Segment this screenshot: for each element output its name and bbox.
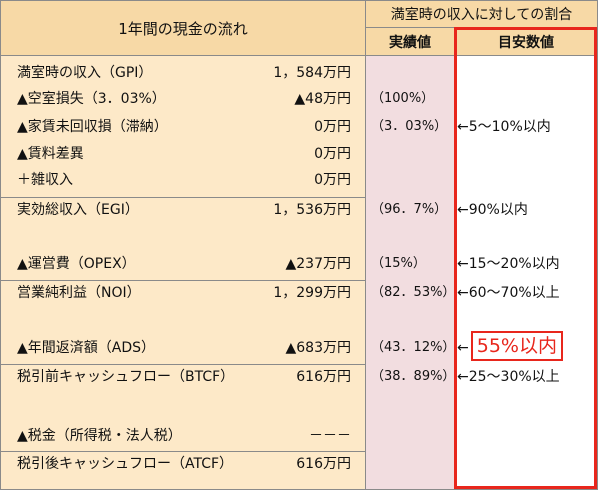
highlight-target: 55%以内 bbox=[470, 331, 563, 361]
divider bbox=[0, 197, 366, 198]
flow-header: 1年間の現金の流れ bbox=[1, 1, 365, 55]
row-label: 税引後キャッシュフロー（ATCF） bbox=[17, 456, 234, 472]
row-target: ←15～20%以内 bbox=[457, 256, 560, 272]
row-label: 税引前キャッシュフロー（BTCF） bbox=[17, 369, 235, 385]
row-label: 満室時の収入（GPI） bbox=[17, 65, 153, 81]
row-amount: ▲237万円 bbox=[285, 256, 352, 272]
row-amount: 0万円 bbox=[314, 119, 351, 135]
row-label: 営業純利益（NOI） bbox=[17, 285, 141, 301]
table-row: ▲運営費（OPEX） ▲237万円 （15%） ←15～20%以内 bbox=[1, 251, 597, 277]
row-amount: ▲48万円 bbox=[294, 91, 351, 107]
actual-header: 実績値 bbox=[366, 28, 454, 55]
row-actual: （15%） bbox=[371, 256, 426, 271]
row-label: 実効総収入（EGI） bbox=[17, 202, 139, 218]
table-row: 税引後キャッシュフロー（ATCF） 616万円 bbox=[1, 451, 597, 477]
row-target: ←25～30%以上 bbox=[457, 369, 560, 385]
row-target: ←5～10%以内 bbox=[457, 119, 551, 135]
divider bbox=[0, 280, 366, 281]
table-row: ＋雑収入 0万円 bbox=[1, 167, 597, 193]
table-row: ▲年間返済額（ADS） ▲683万円 （43．12%） ← 55%以内 bbox=[1, 331, 597, 361]
row-amount: －－－ bbox=[309, 428, 351, 444]
divider bbox=[0, 364, 366, 365]
row-actual: （82．53%） bbox=[371, 285, 456, 300]
row-amount: 1，584万円 bbox=[273, 65, 351, 81]
row-target: ← 55%以内 bbox=[457, 331, 563, 365]
row-label: ＋雑収入 bbox=[17, 172, 73, 188]
actual-column bbox=[366, 56, 454, 489]
row-amount: 616万円 bbox=[296, 369, 351, 385]
row-amount: 1，299万円 bbox=[273, 285, 351, 301]
row-label: ▲年間返済額（ADS） bbox=[17, 340, 156, 356]
row-actual: （100%） bbox=[371, 91, 435, 106]
target-header: 目安数値 bbox=[455, 28, 597, 55]
table-row: 満室時の収入（GPI） 1，584万円 bbox=[1, 60, 597, 86]
row-amount: 616万円 bbox=[296, 456, 351, 472]
row-amount: ▲683万円 bbox=[285, 340, 352, 356]
ratio-header: 満室時の収入に対しての割合 bbox=[366, 1, 597, 27]
row-label: ▲賃料差異 bbox=[17, 146, 84, 162]
arrow-prefix: ← bbox=[457, 340, 469, 356]
row-actual: （3．03%） bbox=[371, 119, 448, 134]
table-row: 営業純利益（NOI） 1，299万円 （82．53%） ←60～70%以上 bbox=[1, 280, 597, 306]
row-actual: （96．7%） bbox=[371, 202, 448, 217]
row-label: ▲税金（所得税・法人税） bbox=[17, 428, 182, 444]
row-target: ←60～70%以上 bbox=[457, 285, 560, 301]
table-row: ▲空室損失（3．03%） ▲48万円 （100%） bbox=[1, 86, 597, 112]
row-label: ▲家賃未回収損（滞納） bbox=[17, 119, 168, 135]
row-label: ▲運営費（OPEX） bbox=[17, 256, 136, 272]
row-actual: （38．89%） bbox=[371, 369, 456, 384]
row-amount: 1，536万円 bbox=[273, 202, 351, 218]
row-target: ←90%以内 bbox=[457, 202, 528, 218]
table-row: ▲賃料差異 0万円 bbox=[1, 141, 597, 167]
divider bbox=[0, 55, 598, 56]
row-label: ▲空室損失（3．03%） bbox=[17, 91, 166, 107]
table-row: ▲家賃未回収損（滞納） 0万円 （3．03%） ←5～10%以内 bbox=[1, 114, 597, 140]
flow-column bbox=[1, 1, 365, 489]
divider bbox=[0, 451, 366, 452]
row-actual: （43．12%） bbox=[371, 340, 456, 355]
table-row: 実効総収入（EGI） 1，536万円 （96．7%） ←90%以内 bbox=[1, 197, 597, 223]
divider bbox=[365, 27, 598, 28]
row-amount: 0万円 bbox=[314, 172, 351, 188]
table-row: 税引前キャッシュフロー（BTCF） 616万円 （38．89%） ←25～30%… bbox=[1, 364, 597, 390]
table-row: ▲税金（所得税・法人税） －－－ bbox=[1, 423, 597, 449]
divider bbox=[365, 0, 366, 490]
row-amount: 0万円 bbox=[314, 146, 351, 162]
